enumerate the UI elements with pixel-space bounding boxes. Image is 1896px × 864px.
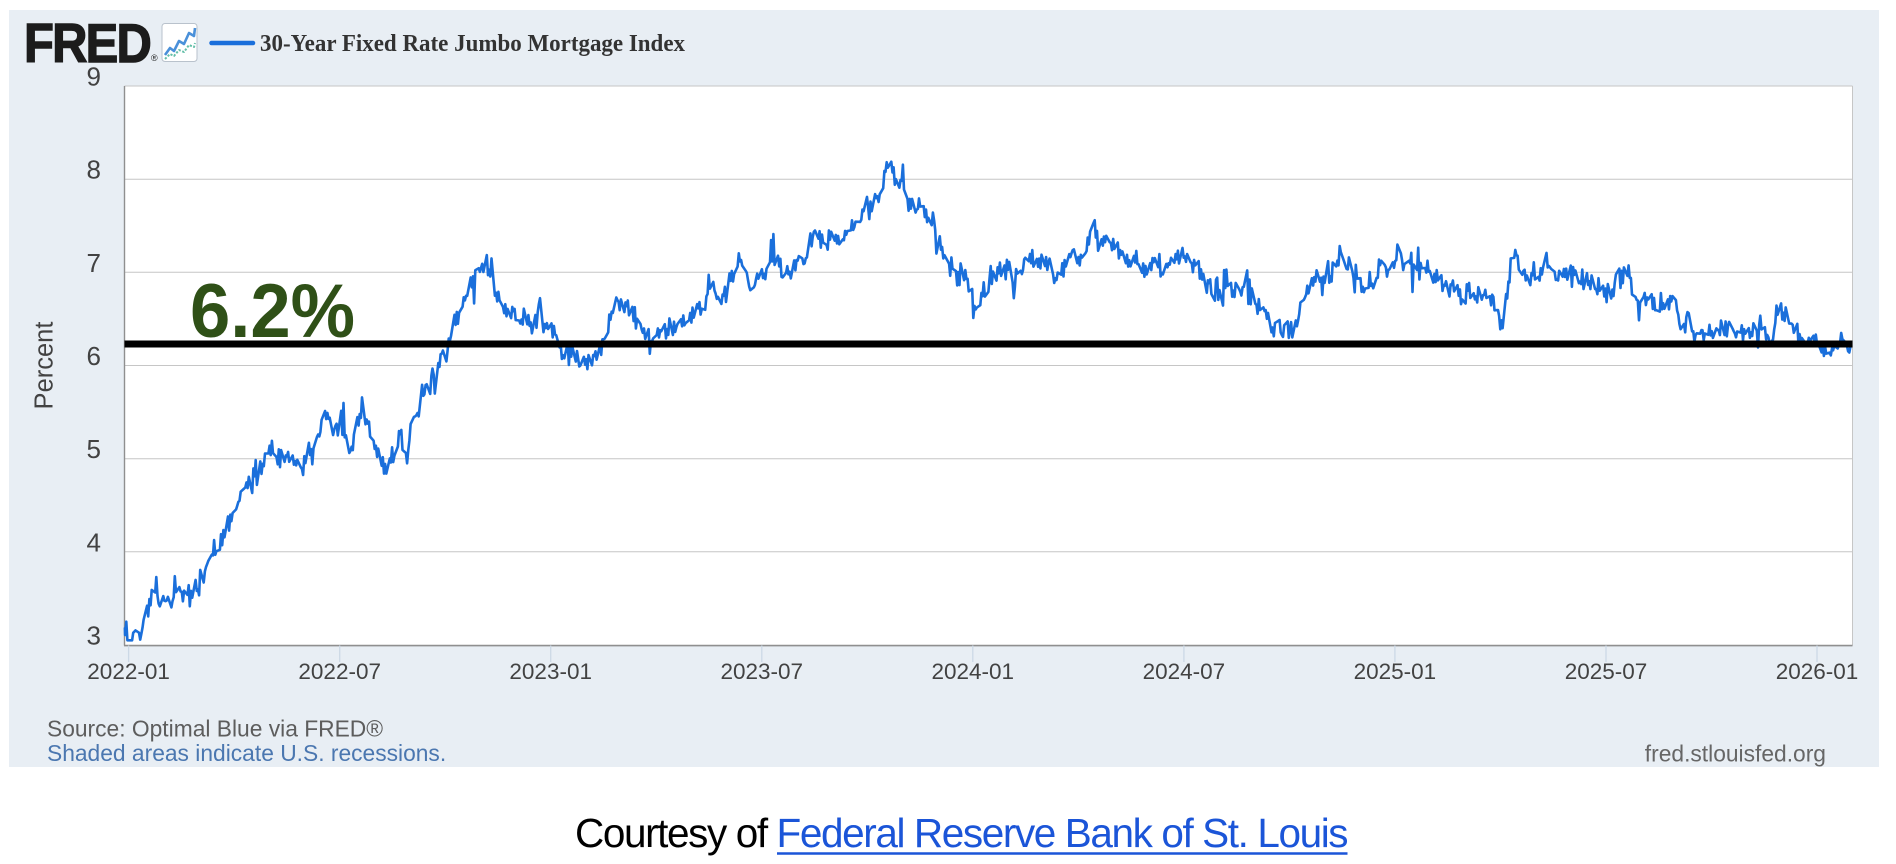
svg-text:2026-01: 2026-01 xyxy=(1776,659,1859,684)
svg-text:FRED: FRED xyxy=(24,12,150,74)
svg-text:3: 3 xyxy=(87,621,101,651)
svg-text:2023-01: 2023-01 xyxy=(509,659,592,684)
svg-text:Percent: Percent xyxy=(31,322,59,410)
svg-text:2022-01: 2022-01 xyxy=(87,659,170,684)
svg-text:2023-07: 2023-07 xyxy=(721,659,804,684)
svg-text:6.2%: 6.2% xyxy=(190,269,355,354)
svg-text:2022-07: 2022-07 xyxy=(298,659,381,684)
svg-text:8: 8 xyxy=(87,155,101,185)
svg-text:4: 4 xyxy=(87,527,101,557)
svg-text:fred.stlouisfed.org: fred.stlouisfed.org xyxy=(1645,741,1826,767)
svg-text:Courtesy of Federal Reserve Ba: Courtesy of Federal Reserve Bank of St. … xyxy=(575,810,1347,856)
svg-text:30-Year Fixed Rate Jumbo Mortg: 30-Year Fixed Rate Jumbo Mortgage Index xyxy=(260,30,686,57)
svg-text:®: ® xyxy=(151,53,158,63)
svg-text:Source: Optimal Blue via FRED®: Source: Optimal Blue via FRED® xyxy=(47,716,383,742)
svg-text:7: 7 xyxy=(87,248,101,278)
svg-text:9: 9 xyxy=(87,62,101,92)
svg-text:5: 5 xyxy=(87,434,101,464)
svg-text:2025-01: 2025-01 xyxy=(1354,659,1437,684)
svg-text:6: 6 xyxy=(87,341,101,371)
svg-text:Shaded areas indicate U.S. rec: Shaded areas indicate U.S. recessions. xyxy=(47,740,446,766)
svg-text:2024-07: 2024-07 xyxy=(1143,659,1226,684)
svg-text:2024-01: 2024-01 xyxy=(932,659,1015,684)
svg-text:2025-07: 2025-07 xyxy=(1565,659,1648,684)
